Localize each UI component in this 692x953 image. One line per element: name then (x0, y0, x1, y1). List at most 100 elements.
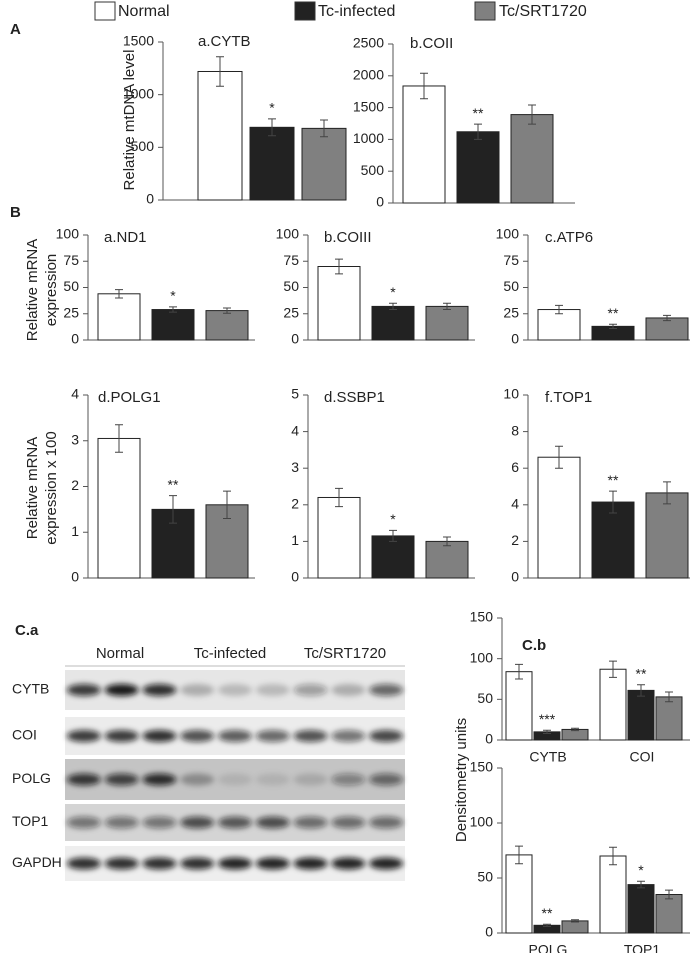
significance: * (170, 288, 176, 304)
error-bar (443, 302, 451, 311)
bar (655, 696, 683, 741)
blot-band (255, 857, 290, 870)
panel-label: B (10, 204, 21, 221)
bar (402, 85, 446, 204)
y-axis-label: expression x 100 (43, 431, 60, 544)
y-tick-label: 100 (276, 226, 300, 242)
chart-title: a.ND1 (104, 229, 147, 246)
significance: * (390, 511, 396, 527)
blot-band (66, 773, 101, 786)
error-bar (223, 307, 231, 314)
error-bar (609, 490, 617, 514)
blot-band (180, 857, 215, 870)
chart-title: b.COII (410, 35, 453, 52)
x-tick-label: CYTB (529, 749, 566, 765)
y-tick-label: 0 (511, 331, 519, 347)
y-tick-label: 100 (56, 226, 80, 242)
chart-title: a.CYTB (198, 33, 251, 50)
significance: ** (636, 665, 647, 681)
error-bar (443, 536, 451, 547)
error-bar (515, 845, 523, 865)
error-bar (609, 846, 617, 866)
blot-band (218, 684, 252, 696)
y-tick-label: 150 (470, 609, 494, 625)
significance: ** (542, 905, 553, 921)
bar (655, 894, 683, 934)
bar (505, 854, 533, 934)
y-tick-label: 75 (63, 252, 79, 268)
error-bar (389, 529, 397, 542)
y-tick-label: 3 (291, 459, 299, 475)
y-tick-label: 500 (361, 162, 385, 178)
bar (537, 456, 581, 579)
blot-band (142, 773, 177, 786)
y-tick-label: 3 (71, 431, 79, 447)
bar (537, 309, 581, 341)
y-axis-label: Relative mRNA (24, 437, 41, 540)
y-tick-label: 25 (63, 304, 79, 320)
blot-band (331, 773, 366, 786)
bar (151, 309, 195, 341)
bar (317, 496, 361, 579)
significance: * (390, 284, 396, 300)
significance: ** (168, 476, 179, 492)
chart-title: C.b (522, 637, 546, 654)
y-tick-label: 2 (71, 477, 79, 493)
blot-band (293, 773, 328, 786)
y-tick-label: 0 (376, 194, 384, 210)
legend-label: Tc/SRT1720 (499, 3, 587, 20)
error-bar (609, 323, 617, 329)
chart-title: d.SSBP1 (324, 389, 385, 406)
y-tick-label: 2 (291, 496, 299, 512)
blot-band (369, 773, 404, 786)
bar (97, 437, 141, 579)
error-bar (335, 487, 343, 508)
bar (317, 266, 361, 341)
significance: ** (608, 472, 619, 488)
error-bar (637, 684, 645, 697)
y-tick-label: 2 (511, 532, 519, 548)
blot-group-label: Tc/SRT1720 (304, 645, 386, 662)
error-bar (268, 118, 276, 137)
blot-band (104, 730, 139, 742)
blot-row-label: GAPDH (12, 854, 62, 870)
y-tick-label: 75 (283, 252, 299, 268)
y-axis-label: Relative mRNA (24, 239, 41, 342)
y-tick-label: 4 (511, 496, 519, 512)
y-tick-label: 1500 (353, 98, 384, 114)
blot-row-label: CYTB (12, 681, 49, 697)
blot-band (142, 730, 177, 742)
legend-swatch (294, 1, 316, 21)
blot-band (142, 816, 177, 829)
y-tick-label: 0 (291, 331, 299, 347)
y-axis-label: Densitometry units (453, 718, 470, 842)
error-bar (115, 424, 123, 453)
y-tick-label: 6 (511, 459, 519, 475)
bar (301, 127, 347, 201)
y-tick-label: 50 (283, 278, 299, 294)
y-tick-label: 1500 (123, 33, 154, 49)
y-tick-label: 100 (496, 226, 520, 242)
bar (371, 535, 415, 579)
bar (456, 131, 500, 204)
bar (371, 305, 415, 341)
blot-band (180, 684, 215, 696)
panel-label: A (10, 21, 21, 38)
legend-swatch (94, 1, 116, 21)
error-bar (665, 691, 673, 703)
error-bar (389, 302, 397, 311)
error-bar (543, 923, 551, 927)
error-bar (665, 889, 673, 900)
y-tick-label: 2500 (353, 35, 384, 51)
error-bar (571, 919, 579, 923)
error-bar (663, 481, 671, 505)
bar (425, 305, 469, 341)
error-bar (420, 72, 428, 100)
bar (510, 114, 554, 204)
y-tick-label: 25 (283, 304, 299, 320)
blot-band (104, 684, 139, 696)
legend-label: Tc-infected (318, 3, 395, 20)
blot-band (142, 684, 177, 696)
